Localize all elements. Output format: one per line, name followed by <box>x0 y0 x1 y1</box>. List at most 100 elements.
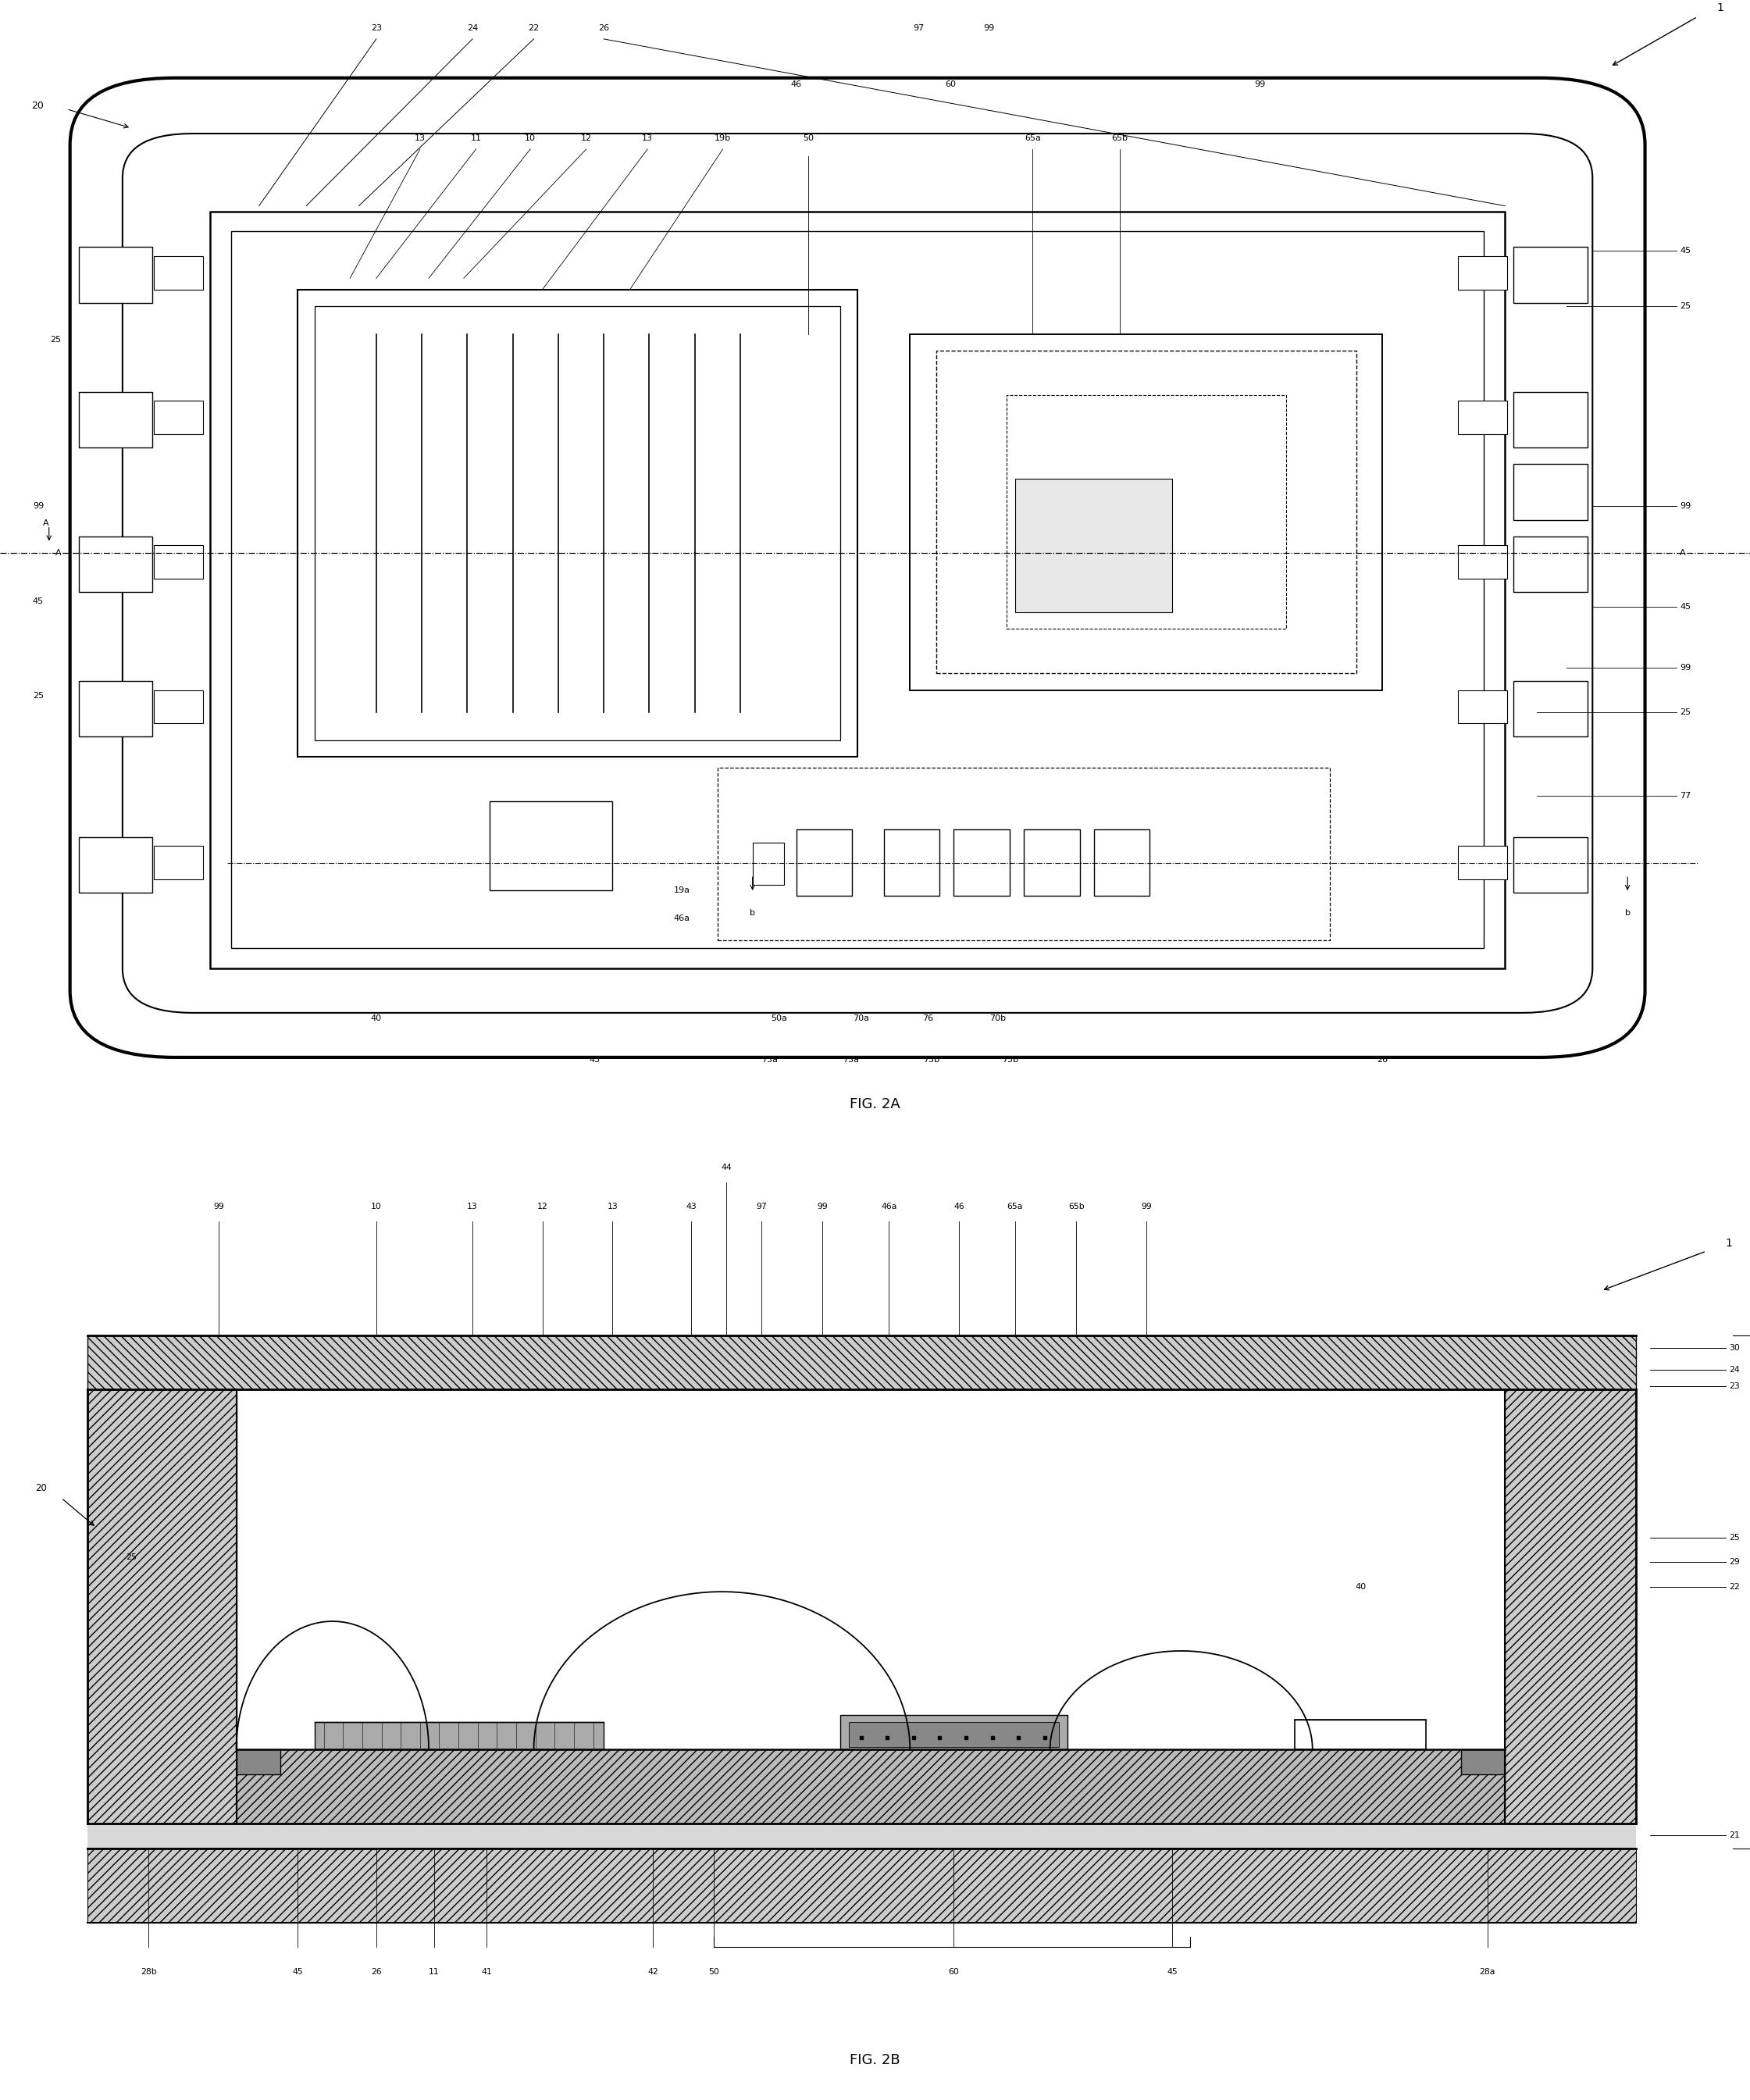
Text: b: b <box>749 909 756 916</box>
Bar <box>1458 256 1507 290</box>
Text: 45: 45 <box>1680 246 1690 254</box>
Bar <box>718 769 1330 941</box>
Bar <box>236 1749 280 1774</box>
Text: 13: 13 <box>415 134 425 143</box>
Bar <box>849 1722 1059 1747</box>
Text: 11: 11 <box>471 134 481 143</box>
Bar <box>1461 1749 1505 1774</box>
Bar <box>1505 1390 1636 1823</box>
Text: b: b <box>1624 909 1631 916</box>
Bar <box>154 846 203 880</box>
Bar <box>154 256 203 290</box>
Bar <box>1458 546 1507 580</box>
Text: 46a: 46a <box>674 914 690 922</box>
Bar <box>236 1749 1505 1823</box>
Text: 13: 13 <box>467 1203 478 1212</box>
Text: 24: 24 <box>467 23 478 31</box>
Bar <box>79 248 152 302</box>
Text: A: A <box>44 519 49 527</box>
Text: 97: 97 <box>756 1203 766 1212</box>
Text: 50: 50 <box>803 134 814 143</box>
Bar <box>910 334 1382 691</box>
Bar <box>315 307 840 739</box>
Text: 97: 97 <box>914 23 924 31</box>
Text: 26: 26 <box>371 1968 382 1976</box>
Bar <box>1514 838 1587 893</box>
Text: 25: 25 <box>1729 1533 1740 1541</box>
Text: 25: 25 <box>1680 708 1690 716</box>
Bar <box>1514 680 1587 737</box>
Text: 44: 44 <box>721 1163 732 1172</box>
Text: 50a: 50a <box>770 1014 788 1023</box>
Text: 42: 42 <box>648 1968 658 1976</box>
Text: 75b': 75b' <box>1003 1056 1020 1063</box>
Text: 43: 43 <box>590 1056 600 1063</box>
Text: 26: 26 <box>598 23 609 31</box>
Text: 70a: 70a <box>852 1014 870 1023</box>
Bar <box>231 231 1484 949</box>
Text: 12: 12 <box>537 1203 548 1212</box>
Bar <box>796 830 852 897</box>
Text: 28b: 28b <box>140 1968 158 1976</box>
Text: FIG. 2B: FIG. 2B <box>850 2054 900 2068</box>
Text: 99: 99 <box>817 1203 828 1212</box>
Bar <box>88 1390 236 1823</box>
Text: 70b: 70b <box>989 1014 1006 1023</box>
Bar <box>79 680 152 737</box>
Bar <box>1458 846 1507 880</box>
Text: 25: 25 <box>1680 302 1690 311</box>
Text: 19b: 19b <box>714 134 732 143</box>
Bar <box>1295 1720 1426 1749</box>
Bar <box>88 1336 1636 1390</box>
Text: 20: 20 <box>35 1483 47 1493</box>
Text: 46: 46 <box>791 80 802 88</box>
Bar <box>210 212 1505 968</box>
Bar <box>79 838 152 893</box>
Text: 65b: 65b <box>1111 134 1129 143</box>
Bar <box>1024 830 1080 897</box>
Text: 45: 45 <box>1167 1968 1178 1976</box>
Text: 77: 77 <box>1680 792 1690 800</box>
Bar <box>752 842 784 884</box>
Bar <box>840 1716 1068 1749</box>
Bar <box>936 351 1356 674</box>
Bar <box>154 546 203 580</box>
Text: A: A <box>56 550 61 557</box>
Bar <box>1006 395 1286 628</box>
Bar <box>954 830 1010 897</box>
Text: 50: 50 <box>709 1968 719 1976</box>
Text: 99: 99 <box>1141 1203 1152 1212</box>
Text: 1: 1 <box>1717 2 1724 13</box>
Text: 99: 99 <box>1255 80 1265 88</box>
Bar <box>1514 464 1587 521</box>
Bar <box>79 536 152 592</box>
Text: 99: 99 <box>33 502 44 510</box>
Bar <box>1458 401 1507 435</box>
Text: 40: 40 <box>1354 1583 1367 1590</box>
Text: 13: 13 <box>607 1203 618 1212</box>
Text: 22: 22 <box>1729 1583 1740 1590</box>
Bar <box>1094 830 1150 897</box>
Text: 12: 12 <box>581 134 592 143</box>
Text: 25: 25 <box>51 336 61 344</box>
Text: 20: 20 <box>31 101 44 111</box>
Text: 10: 10 <box>371 1203 382 1212</box>
Bar <box>154 691 203 722</box>
Bar <box>1458 691 1507 722</box>
Text: 65a: 65a <box>1006 1203 1024 1212</box>
Bar <box>88 1848 1636 1922</box>
Text: 43: 43 <box>686 1203 696 1212</box>
Bar <box>1514 536 1587 592</box>
Text: 46a: 46a <box>880 1203 898 1212</box>
Text: 24: 24 <box>1729 1365 1740 1373</box>
Bar <box>1015 479 1173 613</box>
Text: 99: 99 <box>984 23 994 31</box>
Bar <box>490 802 612 890</box>
Text: A: A <box>1680 550 1685 557</box>
Text: FIG. 2A: FIG. 2A <box>850 1096 900 1111</box>
Text: 45: 45 <box>292 1968 303 1976</box>
Text: 99: 99 <box>1680 502 1690 510</box>
Text: 45: 45 <box>1680 603 1690 611</box>
Text: 11: 11 <box>429 1968 439 1976</box>
Bar <box>298 290 858 756</box>
